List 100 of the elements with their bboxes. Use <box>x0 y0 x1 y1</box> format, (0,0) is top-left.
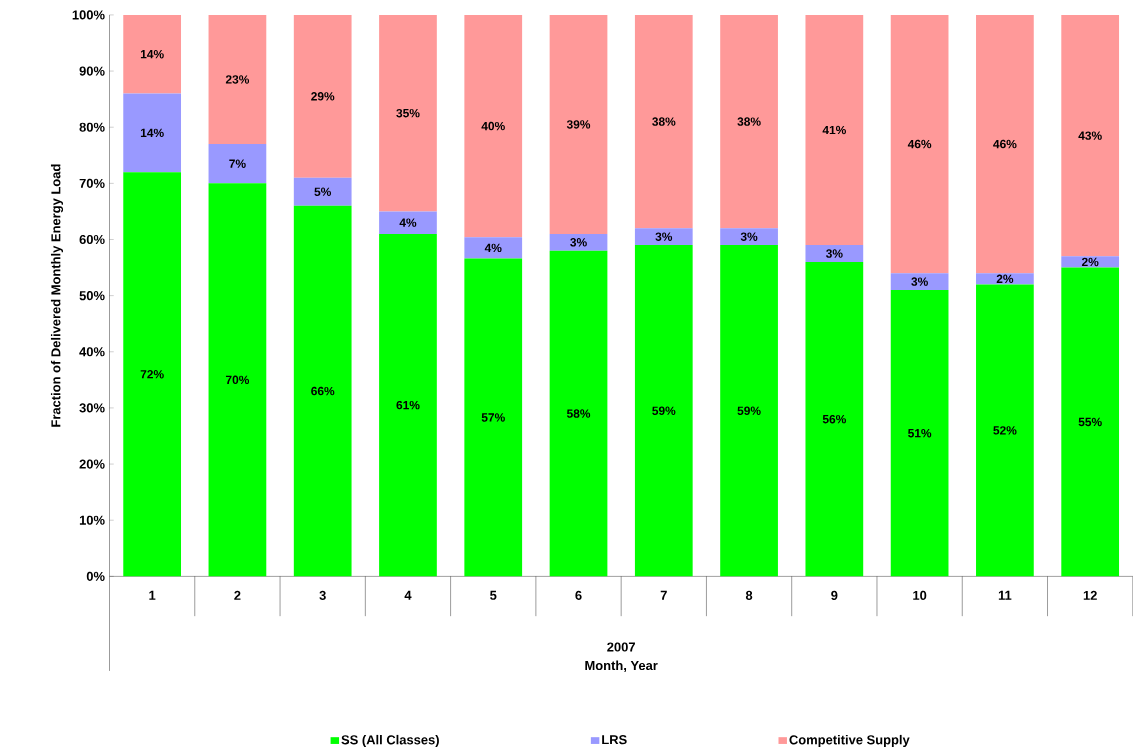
y-tick-label: 30% <box>79 403 105 413</box>
data-label: 51% <box>908 429 932 438</box>
x-tick-label: 2 <box>234 591 241 601</box>
y-tick-label: 60% <box>79 235 105 245</box>
data-label: 43% <box>1078 131 1102 141</box>
data-label: 7% <box>229 159 246 169</box>
bar <box>890 15 949 274</box>
legend-label: LRS <box>602 735 627 745</box>
y-tick-label: 90% <box>79 66 105 76</box>
bar <box>123 93 182 173</box>
x-axis-title: Month, Year <box>585 660 658 673</box>
data-label: 3% <box>570 238 587 247</box>
bar <box>379 211 437 235</box>
x-tick-label: 6 <box>575 591 582 601</box>
bar <box>805 262 864 577</box>
y-tick-label: 0% <box>86 571 105 582</box>
bar <box>720 245 778 577</box>
data-label: 52% <box>993 426 1017 435</box>
bar <box>890 290 949 577</box>
data-label: 3% <box>655 232 673 242</box>
data-label: 56% <box>822 415 846 424</box>
bar <box>976 15 1034 274</box>
bar <box>634 228 693 246</box>
bar <box>634 245 693 577</box>
bar <box>720 15 778 229</box>
bar <box>890 273 949 291</box>
bar <box>208 15 267 145</box>
legend-label: Competitive Supply <box>789 735 910 748</box>
x-tick-label: 8 <box>745 591 753 601</box>
bar <box>805 245 864 263</box>
bar <box>1061 256 1120 268</box>
data-label: 35% <box>396 109 420 118</box>
data-label: 66% <box>311 387 335 396</box>
data-label: 2% <box>996 274 1014 284</box>
y-tick-label: 70% <box>79 178 105 189</box>
data-label: 3% <box>911 277 928 287</box>
data-label: 4% <box>399 218 417 228</box>
data-label: 5% <box>314 187 332 197</box>
data-label: 29% <box>311 92 335 101</box>
y-tick-label: 20% <box>79 459 105 469</box>
data-label: 3% <box>825 249 843 258</box>
bar <box>208 183 267 577</box>
y-tick-label: 40% <box>79 347 105 357</box>
data-label: 59% <box>652 406 676 416</box>
y-tick-label: 10% <box>79 515 105 526</box>
bar <box>1061 267 1120 577</box>
y-tick-label: 80% <box>79 122 105 133</box>
bar <box>549 234 608 251</box>
bar <box>293 206 352 577</box>
x-tick-label: 12 <box>1083 591 1097 601</box>
bar <box>464 15 523 238</box>
bar <box>379 234 437 577</box>
x-tick-label: 11 <box>998 591 1012 600</box>
bar <box>464 258 523 577</box>
bar <box>976 284 1034 577</box>
bar <box>805 15 864 246</box>
data-label: 59% <box>737 406 761 416</box>
x-tick-label: 10 <box>913 591 927 601</box>
data-label: 46% <box>907 140 932 149</box>
data-label: 38% <box>652 117 676 127</box>
bar <box>123 172 182 577</box>
data-label: 14% <box>140 50 164 59</box>
bar <box>208 144 267 184</box>
data-label: 58% <box>566 409 591 418</box>
data-label: 38% <box>737 117 761 127</box>
bar <box>976 273 1034 285</box>
y-tick-label: 50% <box>79 291 105 301</box>
data-label: 61% <box>396 401 420 410</box>
data-label: 46% <box>993 140 1017 149</box>
data-label: 2% <box>1081 257 1099 267</box>
bar <box>720 228 778 246</box>
bar <box>1061 15 1120 257</box>
x-tick-label: 7 <box>660 591 667 600</box>
bar <box>549 15 608 235</box>
y-tick-label: 100% <box>72 10 105 20</box>
bar <box>379 15 437 212</box>
data-label: 70% <box>225 375 250 385</box>
data-label: 57% <box>481 413 505 422</box>
x-tick-label: 4 <box>404 591 412 600</box>
bar <box>123 15 182 94</box>
data-label: 14% <box>140 128 164 138</box>
x-tick-label: 3 <box>319 591 326 601</box>
bar <box>293 177 352 207</box>
bar <box>293 15 352 178</box>
y-axis-title: Fraction of Delivered Monthly Energy Load <box>50 164 64 427</box>
data-label: 39% <box>566 120 591 129</box>
data-label: 40% <box>481 122 505 131</box>
data-label: 41% <box>822 126 846 135</box>
data-label: 23% <box>225 75 250 84</box>
bar <box>464 237 523 259</box>
x-tick-label: 9 <box>831 591 838 601</box>
bar <box>549 250 608 577</box>
data-label: 4% <box>484 243 502 253</box>
text: 2007 <box>607 642 635 652</box>
bar <box>634 15 693 229</box>
x-tick-label: 1 <box>149 591 156 600</box>
data-label: 3% <box>740 232 758 242</box>
legend-label: SS (All Classes) <box>341 735 439 748</box>
data-label: 55% <box>1078 417 1102 427</box>
x-tick-label: 5 <box>490 591 497 601</box>
